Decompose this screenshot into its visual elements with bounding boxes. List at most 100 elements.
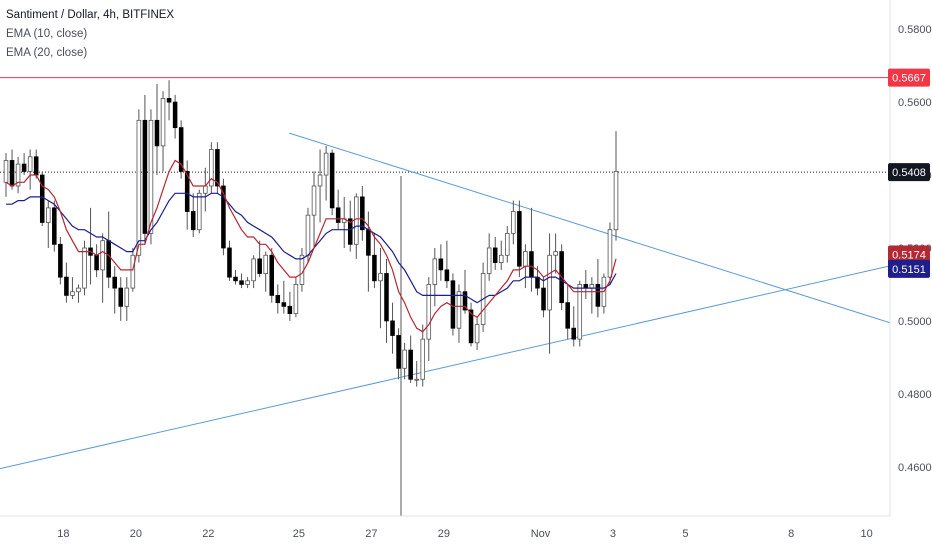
up-candle-body: [305, 214, 311, 256]
candle: [142, 94, 148, 245]
up-candle-body: [486, 247, 492, 274]
price-badge: 0.5408: [888, 163, 930, 182]
price-badge-box: [888, 245, 930, 264]
time-tick-label: 29: [438, 528, 450, 540]
up-candle-body: [160, 98, 166, 147]
candle: [154, 83, 160, 176]
up-candle-body: [148, 119, 154, 234]
time-tick-label: 25: [293, 528, 305, 540]
candle: [498, 240, 504, 270]
up-candle-body: [245, 280, 250, 285]
candle: [178, 120, 184, 179]
symbol-title[interactable]: Santiment / Dollar, 4h, BITFINEX: [6, 9, 175, 21]
time-tick-label: 22: [202, 528, 214, 540]
candle: [9, 149, 15, 190]
candle: [390, 302, 395, 354]
candle: [317, 149, 323, 223]
plot-area[interactable]: [0, 77, 891, 516]
candle: [275, 284, 281, 314]
down-candle-body: [64, 276, 69, 296]
candle: [15, 156, 21, 194]
candle: [39, 171, 45, 227]
ema20-legend[interactable]: EMA (20, close): [6, 47, 88, 59]
candle: [347, 200, 353, 252]
candle: [190, 193, 196, 238]
up-candle-body: [498, 254, 504, 263]
candle: [541, 277, 546, 318]
candle: [136, 109, 142, 263]
chart-legend: Santiment / Dollar, 4h, BITFINEX EMA (10…: [6, 6, 174, 63]
up-candle-body: [323, 152, 329, 176]
candle: [172, 94, 178, 139]
descending-trendline: [289, 132, 891, 324]
candle: [547, 233, 552, 354]
up-candle-body: [15, 163, 21, 187]
time-tick-label: 5: [682, 528, 688, 540]
candle: [420, 324, 426, 387]
price-badge: 0.5174: [888, 245, 930, 264]
price-axis[interactable]: 0.58000.56000.54000.52000.50000.48000.46…: [888, 0, 932, 516]
price-badge-box: [888, 163, 930, 182]
candle: [408, 335, 413, 383]
candle: [601, 273, 607, 314]
down-candle-body: [462, 291, 468, 311]
down-candle-body: [396, 335, 401, 369]
time-tick-label: 8: [788, 528, 794, 540]
candle: [426, 277, 432, 362]
down-candle-body: [366, 229, 371, 256]
candle: [577, 280, 583, 347]
up-candle-body: [46, 207, 51, 223]
candle: [3, 153, 9, 197]
candle: [118, 277, 124, 321]
up-candle-body: [420, 338, 426, 380]
candle: [166, 80, 172, 121]
candle: [583, 269, 589, 300]
candle: [112, 266, 117, 314]
down-candle-body: [215, 149, 220, 187]
candle: [372, 233, 377, 289]
candle: [70, 277, 75, 300]
price-tick-label: 0.4600: [898, 462, 932, 474]
candle: [492, 237, 498, 270]
down-candle-body: [233, 276, 238, 282]
up-candle-body: [209, 149, 214, 187]
candle: [245, 277, 250, 289]
candle: [396, 328, 401, 380]
candle: [76, 284, 81, 303]
candle: [456, 284, 462, 343]
price-badge-label: 0.5667: [892, 73, 926, 85]
down-candle-body: [541, 287, 546, 311]
candle: [64, 262, 69, 303]
up-candle-body: [124, 287, 130, 307]
down-candle-body: [21, 163, 27, 172]
down-candle-body: [565, 302, 570, 329]
ema10-legend[interactable]: EMA (10, close): [6, 28, 88, 40]
down-candle-body: [335, 207, 341, 223]
price-badge-label: 0.5151: [892, 264, 926, 276]
price-badge: 0.5151: [888, 259, 930, 278]
candle: [263, 251, 268, 292]
price-badge-label: 0.5174: [892, 249, 926, 261]
down-candle-body: [142, 119, 148, 234]
up-candle-body: [263, 254, 268, 274]
time-tick-label: Nov: [531, 528, 551, 540]
down-candle-body: [112, 276, 117, 289]
up-candle-body: [196, 192, 202, 231]
down-candle-body: [39, 174, 45, 223]
time-axis[interactable]: 18 20 22 25 27 29 Nov 3 5 8 10: [0, 515, 890, 540]
candle: [529, 207, 534, 292]
candle: [589, 277, 595, 314]
price-badge-label: 0.5408: [892, 167, 926, 179]
down-candle-body: [178, 127, 184, 172]
down-candle-body: [390, 320, 395, 336]
ema10-line: [5, 159, 617, 333]
down-candle-body: [184, 170, 190, 212]
up-candle-body: [317, 174, 323, 187]
price-tick-label: 0.5000: [898, 316, 932, 328]
price-tick-label: 0.4800: [898, 389, 932, 401]
candle: [281, 280, 287, 314]
candle: [613, 131, 619, 241]
down-candle-body: [52, 207, 57, 245]
candle: [402, 342, 407, 380]
